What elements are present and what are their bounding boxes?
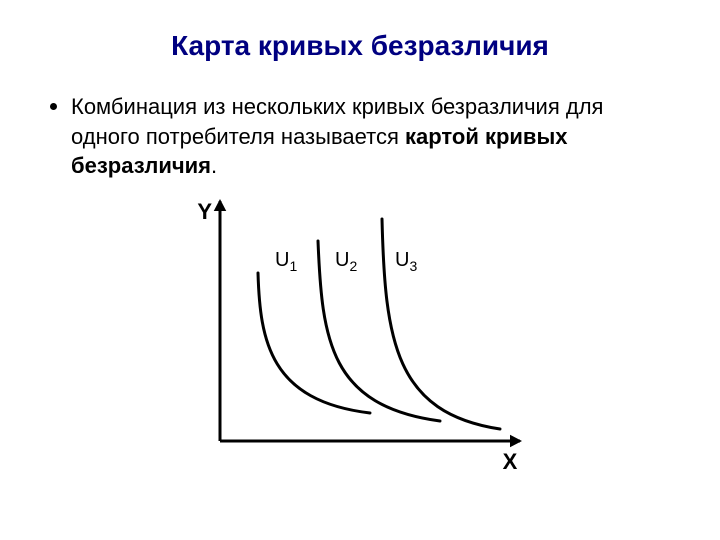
y-axis-label: Y [197,199,212,224]
description-text: Комбинация из нескольких кривых безразли… [71,92,670,181]
chart-container: Y X U1 U2 U3 [50,191,670,481]
indifference-curve-chart: Y X U1 U2 U3 [180,191,540,481]
x-axis-label: X [503,449,518,474]
x-axis-arrow-icon [510,435,522,448]
y-axis-arrow-icon [214,199,227,211]
curve-label-1: U1 [275,249,297,274]
indifference-curve-1 [258,273,370,413]
page-title: Карта кривых безразличия [50,30,670,62]
bullet-icon [50,103,57,110]
curves [258,219,500,429]
desc-suffix: . [211,153,217,178]
axes [214,199,522,447]
description-row: Комбинация из нескольких кривых безразли… [50,92,670,181]
curve-label-2: U2 [335,249,357,274]
curve-label-3: U3 [395,249,417,274]
curve-labels: U1 U2 U3 [275,249,417,274]
